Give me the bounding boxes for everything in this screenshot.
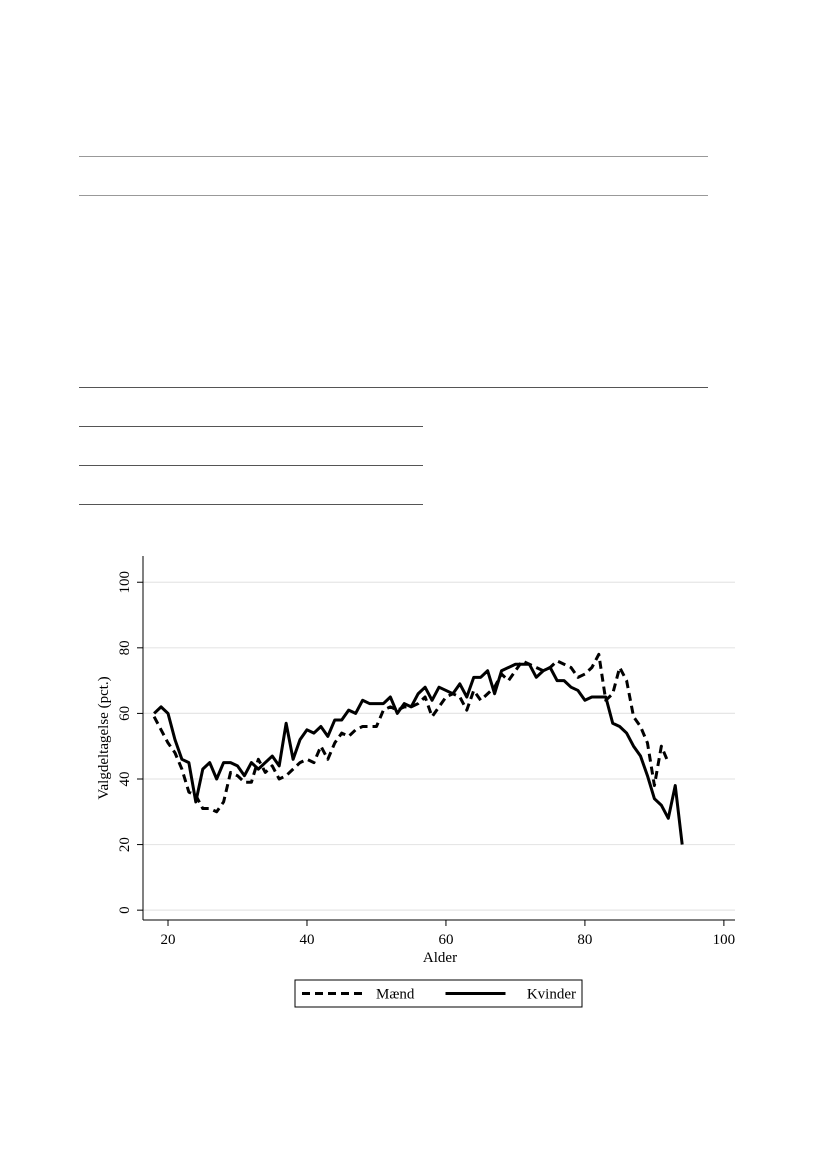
line-series bbox=[153, 662, 684, 845]
line-series bbox=[152, 652, 670, 814]
y-tick-label: 0 bbox=[117, 906, 133, 914]
legend-box bbox=[294, 979, 583, 1008]
legend-label: Mænd bbox=[376, 987, 415, 1003]
x-tick-label: 100 bbox=[713, 932, 736, 948]
chart: Alder Valgdeltagelse (pct.) 0 20 40 60 80 100… bbox=[96, 556, 736, 1008]
table-rules bbox=[79, 156, 708, 505]
x-tick-label: 60 bbox=[438, 932, 453, 948]
y-tick-label: 60 bbox=[117, 706, 133, 721]
y-tick-label: 80 bbox=[117, 640, 133, 655]
x-tick-label: 20 bbox=[161, 932, 176, 948]
x-tick-label: 80 bbox=[577, 932, 592, 948]
y-tick-label: 100 bbox=[117, 571, 133, 594]
legend-label: Kvinder bbox=[527, 987, 576, 1003]
y-tick-label: 40 bbox=[117, 771, 133, 786]
x-tick-label: 40 bbox=[299, 932, 314, 948]
x-axis-title: Alder bbox=[423, 950, 457, 966]
y-tick-label: 20 bbox=[117, 837, 133, 852]
y-axis-title: Valgdeltagelse (pct.) bbox=[96, 676, 112, 799]
